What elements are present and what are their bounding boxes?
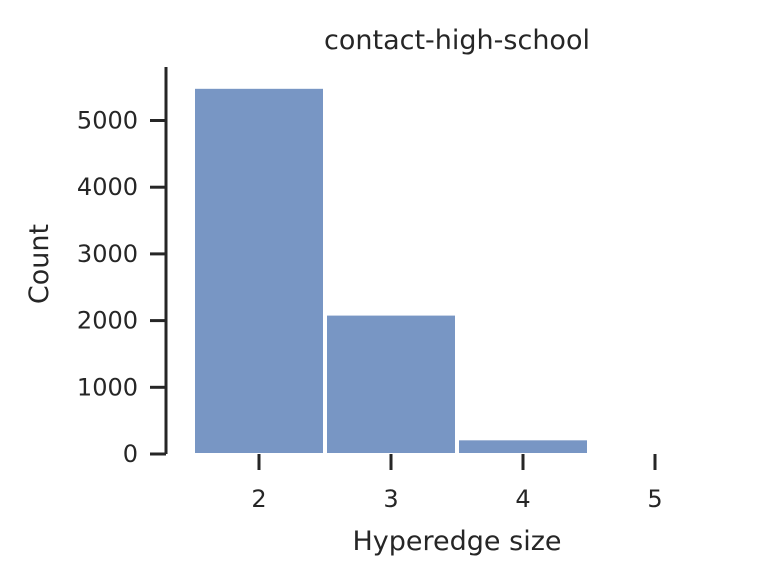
chart-title: contact-high-school bbox=[324, 25, 590, 56]
x-axis-label: Hyperedge size bbox=[353, 526, 562, 557]
y-tick-label: 1000 bbox=[77, 373, 138, 401]
bar-3 bbox=[325, 313, 457, 455]
y-tick-label: 5000 bbox=[77, 107, 138, 135]
x-tick-label: 3 bbox=[383, 485, 398, 513]
x-tick-label: 4 bbox=[515, 485, 530, 513]
y-tick-label: 4000 bbox=[77, 173, 138, 201]
y-axis-ticks: 0 1000 2000 3000 4000 5000 bbox=[77, 107, 166, 468]
y-axis-label: Count bbox=[24, 224, 55, 304]
y-tick-label: 2000 bbox=[77, 307, 138, 335]
x-tick-label: 2 bbox=[251, 485, 266, 513]
x-axis-ticks: 2 3 4 5 bbox=[251, 454, 663, 513]
x-tick-label: 5 bbox=[647, 485, 662, 513]
bars-group bbox=[193, 86, 589, 456]
y-tick-label: 0 bbox=[123, 440, 138, 468]
bar-2 bbox=[193, 86, 325, 456]
bar-4 bbox=[457, 438, 589, 455]
y-tick-label: 3000 bbox=[77, 240, 138, 268]
